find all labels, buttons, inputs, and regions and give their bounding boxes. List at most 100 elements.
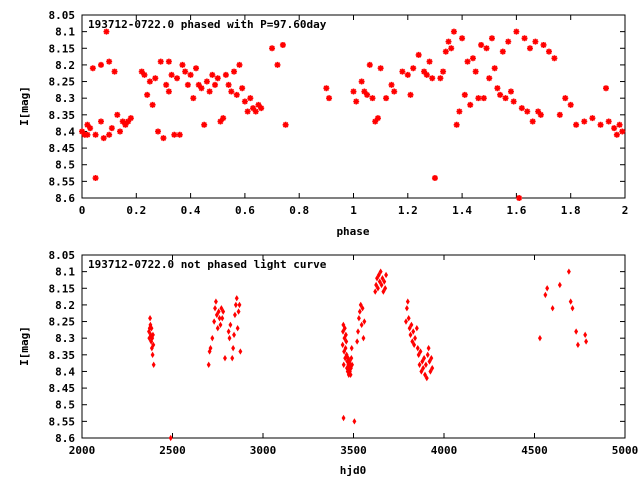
phased-data-point	[258, 105, 265, 112]
unphased-data-point	[407, 325, 412, 332]
phased-data-point	[616, 121, 623, 128]
phased-data-point	[581, 118, 588, 125]
unphased-y-tick-label: 8.45	[49, 382, 76, 395]
phased-y-axis-label: I[mag]	[18, 86, 31, 126]
unphased-axis-ticks: 2000 2500 3000 3500 4000 4500 5000 8.05 8.1 8.15 8…	[49, 249, 639, 457]
phased-data-point	[562, 95, 569, 102]
phased-data-point	[236, 61, 243, 68]
unphased-x-tick-label: 4500	[521, 444, 548, 457]
phased-data-point	[100, 135, 107, 142]
unphased-data-point	[151, 341, 156, 349]
phased-data-point	[589, 115, 596, 122]
phased-data-point	[220, 115, 227, 122]
unphased-data-point	[340, 341, 345, 349]
phased-data-point	[407, 91, 414, 98]
unphased-x-tick-label: 3000	[250, 444, 277, 457]
unphased-data-point	[543, 291, 548, 299]
unphased-data-point	[405, 298, 410, 305]
unphased-data-point	[425, 351, 430, 358]
phased-data-point	[613, 131, 620, 138]
phased-data-point	[222, 71, 229, 78]
phased-data-point	[453, 121, 460, 128]
unphased-data-point	[575, 341, 580, 349]
phased-data-point	[244, 108, 251, 115]
phased-y-tick-label: 8.6	[55, 192, 75, 205]
unphased-data-point	[566, 268, 571, 275]
phased-data-point	[108, 125, 115, 132]
phased-data-point	[383, 95, 390, 102]
unphased-data-point	[375, 285, 380, 292]
phased-data-point	[421, 68, 428, 75]
phased-data-point	[141, 71, 148, 78]
phased-data-point	[212, 81, 219, 88]
phased-data-point	[350, 88, 357, 95]
unphased-data-point	[350, 361, 355, 368]
phased-data-point	[467, 101, 474, 108]
phased-data-point	[225, 81, 232, 88]
phased-x-tick-label: 1.6	[506, 204, 526, 217]
phased-x-tick-label: 0	[79, 204, 86, 217]
unphased-data-point	[343, 344, 348, 352]
phased-data-point	[127, 115, 134, 122]
unphased-data-point	[418, 348, 423, 355]
phased-plot-title: 193712-0722.0 phased with P=97.60day	[88, 18, 327, 31]
unphased-data-point	[341, 328, 345, 335]
unphased-data-point	[421, 364, 426, 372]
phased-data-point	[535, 108, 542, 115]
phased-data-point	[89, 65, 96, 72]
phased-data-point	[513, 28, 520, 35]
phased-data-point	[461, 91, 468, 98]
phased-data-point	[201, 121, 208, 128]
unphased-y-tick-label: 8.55	[49, 415, 76, 428]
unphased-data-point	[377, 278, 382, 285]
phased-data-point	[358, 78, 365, 85]
unphased-y-tick-label: 8.15	[49, 282, 76, 295]
unphased-data-point	[584, 338, 589, 345]
phased-data-point	[323, 85, 330, 92]
phased-x-tick-label: 0.8	[289, 204, 309, 217]
unphased-y-tick-label: 8.5	[55, 399, 75, 412]
phased-data-point	[551, 55, 558, 62]
unphased-data-point	[420, 358, 425, 365]
unphased-data-point	[359, 321, 364, 329]
phased-data-point	[478, 41, 485, 48]
unphased-data-point	[344, 338, 349, 345]
unphased-data-point	[583, 331, 588, 339]
phased-data-point	[410, 65, 417, 72]
unphased-data-point	[568, 298, 573, 305]
unphased-data-point	[341, 361, 346, 368]
phased-x-tick-label: 1.8	[561, 204, 581, 217]
phased-y-tick-label: 8.15	[49, 42, 76, 55]
phased-data-point	[103, 28, 110, 35]
phased-data-point	[79, 128, 85, 135]
unphased-data-points	[147, 268, 589, 442]
unphased-data-point	[570, 305, 575, 312]
phased-data-point	[597, 121, 604, 128]
phased-data-point	[98, 118, 105, 125]
unphased-data-point	[352, 418, 357, 425]
phased-data-point	[193, 65, 200, 72]
unphased-x-tick-label: 2000	[69, 444, 96, 457]
phased-data-point	[526, 45, 533, 52]
unphased-data-point	[417, 361, 422, 368]
unphased-data-point	[424, 374, 429, 382]
phased-data-point	[138, 68, 145, 75]
phased-data-point	[448, 45, 455, 52]
phased-data-point	[184, 81, 191, 88]
phased-data-point	[111, 68, 118, 75]
unphased-data-point	[422, 354, 427, 362]
unphased-data-point	[357, 308, 362, 315]
unphased-data-point	[376, 271, 381, 279]
phased-data-point	[182, 68, 189, 75]
phased-data-point	[545, 48, 552, 55]
phased-data-point	[171, 131, 178, 138]
unphased-y-axis-label: I[mag]	[18, 326, 31, 366]
unphased-data-point	[409, 321, 414, 329]
phased-data-point	[92, 131, 99, 138]
phased-data-point	[163, 81, 170, 88]
unphased-data-point	[383, 285, 388, 292]
unphased-data-point	[226, 328, 231, 335]
phased-data-point	[106, 58, 113, 65]
phased-y-tick-label: 8.1	[55, 26, 75, 39]
phased-data-point	[573, 121, 580, 128]
